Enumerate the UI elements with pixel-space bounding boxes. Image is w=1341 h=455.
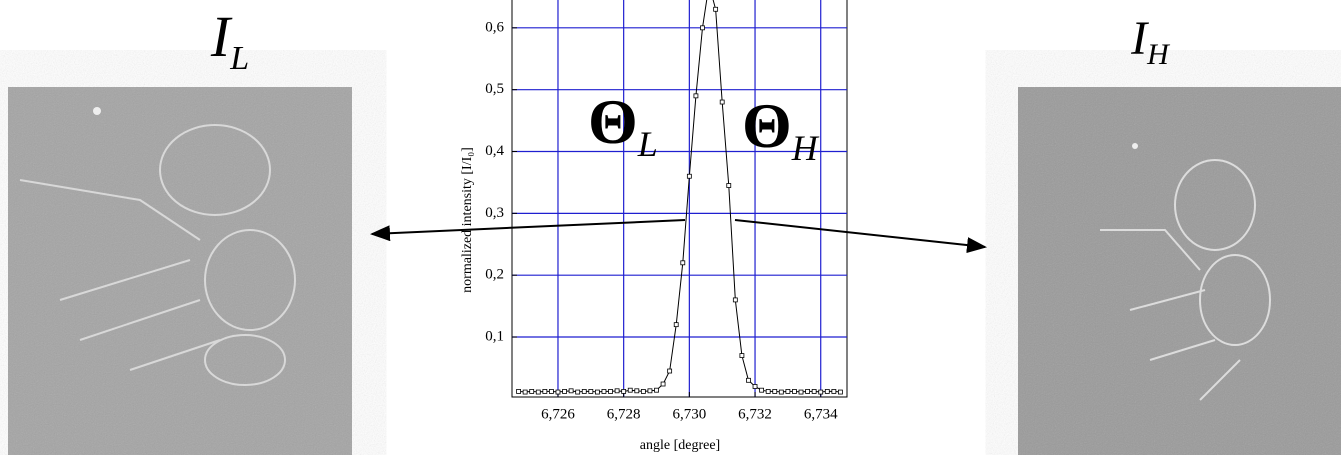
marker (719, 99, 725, 105)
marker (680, 260, 686, 266)
marker (765, 389, 771, 394)
marker (516, 389, 521, 394)
marker (818, 389, 824, 395)
marker (693, 93, 699, 99)
marker (805, 389, 810, 394)
subscript: H (1146, 38, 1171, 71)
marker (640, 389, 646, 394)
image-low (8, 87, 352, 455)
arrow (734, 219, 987, 254)
marker (772, 389, 778, 394)
subscript: H (791, 128, 820, 168)
image-label: IH (1130, 12, 1171, 71)
marker (667, 368, 673, 374)
symbol: Θ (588, 86, 638, 157)
image-high (1018, 87, 1341, 455)
image-label: IL (210, 4, 249, 76)
marker (535, 389, 541, 395)
marker (713, 6, 719, 12)
marker (562, 389, 567, 394)
x-tick-label: 6,732 (738, 406, 772, 422)
marker (594, 389, 600, 395)
marker (831, 389, 837, 394)
marker (811, 389, 817, 394)
plot-area (516, 0, 843, 395)
chart: 6,726 6,728 6,730 6,732 6,734 0,1 0,2 0,3 0,4 0,5… (485, 0, 847, 422)
subscript: L (229, 40, 249, 77)
marker (627, 387, 633, 393)
marker (798, 389, 804, 395)
marker (686, 173, 692, 179)
marker (746, 377, 751, 383)
annotation: ΘH (742, 90, 820, 169)
x-tick-label: 6,726 (541, 406, 575, 422)
subscript: L (637, 124, 658, 164)
marker (700, 25, 705, 31)
marker (660, 381, 666, 387)
marker (601, 389, 607, 394)
plot-frame (511, 0, 848, 398)
x-tick-label: 6,734 (804, 406, 838, 422)
marker (732, 297, 738, 303)
marker (752, 384, 758, 389)
label: I (1130, 12, 1149, 65)
marker (581, 389, 587, 394)
x-tick-label: 6,730 (672, 406, 706, 422)
marker (778, 389, 784, 395)
marker (621, 389, 627, 394)
y-tick-label: 0,2 (485, 267, 504, 283)
marker (785, 389, 791, 394)
y-tick-label: 0,6 (485, 19, 504, 35)
label: I (210, 4, 233, 69)
y-tick-label: 0,5 (485, 81, 504, 97)
y-tick-label: 0,4 (485, 143, 504, 159)
marker (792, 389, 797, 394)
y-tick-label: 0,3 (485, 205, 504, 221)
y-tick-label: 0,1 (485, 328, 504, 344)
marker (549, 389, 554, 394)
marker (647, 388, 653, 394)
marker (824, 389, 830, 394)
marker (614, 388, 620, 394)
arrow (370, 219, 686, 242)
marker (568, 388, 574, 394)
marker (673, 322, 679, 328)
x-tick-label: 6,728 (607, 406, 641, 422)
x-axis-label: angle [degree] (640, 438, 720, 453)
marker (575, 389, 581, 395)
symbol: Θ (742, 90, 792, 161)
line (518, 0, 841, 393)
marker (542, 389, 548, 394)
marker (838, 389, 843, 395)
y-axis-label: normalized intensity [I/I₀] (460, 147, 475, 293)
marker (608, 389, 613, 394)
marker (634, 388, 640, 394)
marker (726, 183, 732, 188)
marker (555, 389, 561, 395)
marker (529, 389, 535, 394)
marker (759, 387, 765, 393)
marker (522, 389, 528, 395)
marker (588, 389, 594, 394)
annotation: ΘL (588, 86, 658, 165)
marker (654, 387, 659, 393)
marker (739, 353, 745, 358)
